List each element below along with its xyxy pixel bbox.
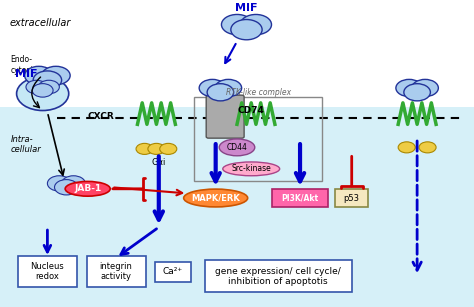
Circle shape xyxy=(136,143,153,154)
Text: CXCR: CXCR xyxy=(88,112,114,121)
Circle shape xyxy=(38,80,59,94)
FancyBboxPatch shape xyxy=(272,189,328,207)
Ellipse shape xyxy=(184,189,247,207)
Circle shape xyxy=(26,80,47,94)
FancyBboxPatch shape xyxy=(335,189,368,207)
FancyBboxPatch shape xyxy=(0,107,474,307)
Circle shape xyxy=(55,180,78,195)
Circle shape xyxy=(148,143,165,154)
Text: CD44: CD44 xyxy=(227,143,247,152)
FancyBboxPatch shape xyxy=(86,256,146,287)
Text: p53: p53 xyxy=(344,193,360,203)
Text: PI3K/Akt: PI3K/Akt xyxy=(282,193,319,203)
Text: Nucleus
redox: Nucleus redox xyxy=(30,262,64,282)
Text: MIF: MIF xyxy=(15,69,37,79)
Circle shape xyxy=(33,71,62,89)
Circle shape xyxy=(398,142,415,153)
Circle shape xyxy=(42,66,70,85)
Circle shape xyxy=(32,84,53,97)
Text: RTK-like complex: RTK-like complex xyxy=(226,88,291,97)
Circle shape xyxy=(221,14,253,35)
Text: Gαi: Gαi xyxy=(152,158,166,167)
Text: Intra-
cellular: Intra- cellular xyxy=(10,135,41,154)
Circle shape xyxy=(25,66,53,85)
FancyBboxPatch shape xyxy=(155,262,191,282)
Text: Src-kinase: Src-kinase xyxy=(231,164,271,173)
Text: gene expression/ cell cycle/
inhibition of apoptotis: gene expression/ cell cycle/ inhibition … xyxy=(215,266,341,286)
Circle shape xyxy=(240,14,272,35)
FancyBboxPatch shape xyxy=(18,256,77,287)
Circle shape xyxy=(412,80,438,97)
Circle shape xyxy=(62,176,85,191)
Text: Endo-
cytosis: Endo- cytosis xyxy=(10,55,37,75)
FancyBboxPatch shape xyxy=(205,260,352,292)
Text: integrin
activity: integrin activity xyxy=(100,262,133,282)
Circle shape xyxy=(207,84,234,101)
Circle shape xyxy=(419,142,436,153)
Text: JAB-1: JAB-1 xyxy=(74,184,101,193)
Ellipse shape xyxy=(223,162,280,176)
Ellipse shape xyxy=(65,181,110,196)
Circle shape xyxy=(396,80,422,97)
Circle shape xyxy=(199,80,226,97)
Circle shape xyxy=(17,77,69,111)
Text: Ca²⁺: Ca²⁺ xyxy=(163,267,183,276)
Text: CD74: CD74 xyxy=(237,106,264,115)
Circle shape xyxy=(404,84,430,101)
Text: MAPK/ERK: MAPK/ERK xyxy=(191,193,240,203)
Circle shape xyxy=(215,80,242,97)
Ellipse shape xyxy=(219,139,255,156)
Circle shape xyxy=(47,176,71,191)
Text: MIF: MIF xyxy=(235,3,258,13)
Circle shape xyxy=(160,143,177,154)
FancyBboxPatch shape xyxy=(206,95,244,138)
Circle shape xyxy=(231,20,262,40)
Text: extracellular: extracellular xyxy=(9,18,71,29)
